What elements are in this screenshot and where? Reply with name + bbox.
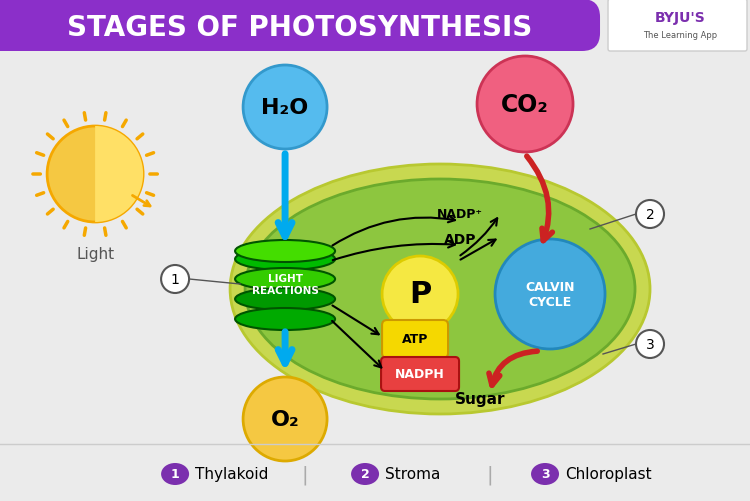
Text: O₂: O₂ [271,409,299,429]
Ellipse shape [230,165,650,414]
Circle shape [243,377,327,461]
Text: 1: 1 [171,467,179,480]
Text: 2: 2 [361,467,370,480]
Circle shape [382,257,458,332]
Bar [0,0,580,52]
Text: The Learning App: The Learning App [643,32,717,41]
Text: Sugar: Sugar [454,392,506,407]
FancyBboxPatch shape [382,320,448,358]
Text: CALVIN
CYCLE: CALVIN CYCLE [525,281,574,309]
Text: P: P [409,280,431,309]
Ellipse shape [351,463,379,485]
Text: 3: 3 [541,467,549,480]
Text: |: | [302,464,308,484]
Text: Thylakoid: Thylakoid [195,466,268,481]
Ellipse shape [161,463,189,485]
Text: STAGES OF PHOTOSYNTHESIS: STAGES OF PHOTOSYNTHESIS [68,14,532,42]
Ellipse shape [235,248,335,271]
Wedge shape [95,127,143,222]
Bar [0,52,750,501]
Circle shape [161,266,189,294]
Text: NADPH: NADPH [395,368,445,381]
FancyBboxPatch shape [381,357,459,391]
Text: H₂O: H₂O [262,98,309,118]
Circle shape [495,239,605,349]
Text: LIGHT
REACTIONS: LIGHT REACTIONS [252,274,319,295]
Circle shape [47,127,143,222]
Ellipse shape [235,269,335,291]
Circle shape [477,57,573,153]
FancyBboxPatch shape [608,0,747,52]
Text: ATP: ATP [402,333,428,346]
Text: |: | [487,464,494,484]
FancyBboxPatch shape [0,0,600,52]
Ellipse shape [235,309,335,330]
Ellipse shape [235,240,335,263]
Ellipse shape [245,180,635,399]
Text: Stroma: Stroma [385,466,440,481]
Circle shape [243,66,327,150]
Text: Chloroplast: Chloroplast [565,466,652,481]
Text: BYJU'S: BYJU'S [655,11,706,25]
Circle shape [636,330,664,358]
Text: ADP: ADP [444,232,476,246]
Ellipse shape [531,463,559,485]
Text: CO₂: CO₂ [501,93,549,117]
Text: Light: Light [76,246,114,262]
Circle shape [636,200,664,228]
Ellipse shape [235,289,335,311]
Text: 1: 1 [171,273,179,287]
Text: 3: 3 [646,337,655,351]
Text: NADP⁺: NADP⁺ [437,208,483,221]
Text: 2: 2 [646,207,655,221]
